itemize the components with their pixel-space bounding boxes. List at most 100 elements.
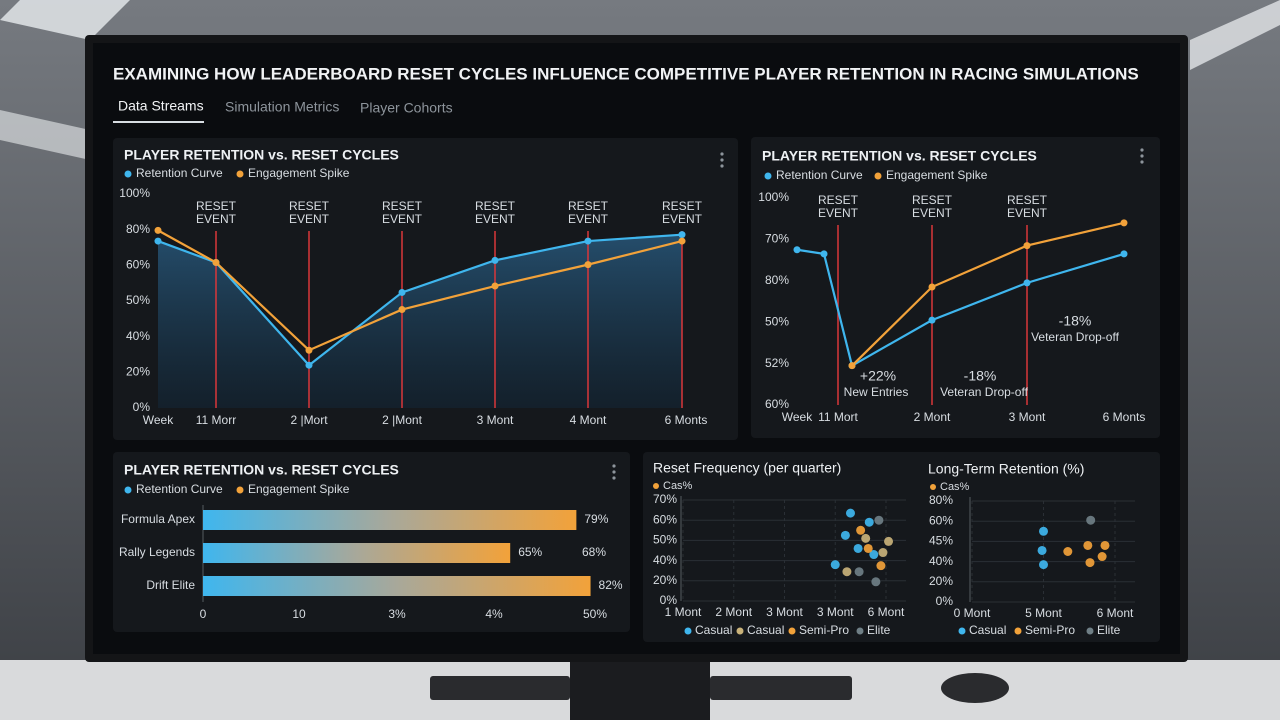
annotation: -18%: [1059, 313, 1092, 329]
chart-title: PLAYER RETENTION vs. RESET CYCLES: [124, 462, 399, 478]
legend-label: Casual: [747, 623, 784, 637]
legend-label: Retention Curve: [136, 166, 223, 180]
y-tick-label: 0%: [133, 400, 151, 414]
data-point: [1023, 242, 1031, 250]
reset-label: RESET EVENT: [912, 193, 953, 220]
y-tick-label: 40%: [929, 554, 953, 568]
x-tick-label: 0 Mont: [954, 606, 991, 620]
series-line: [851, 221, 1125, 367]
menu-dots[interactable]: [720, 152, 724, 168]
category-label: Drift Elite: [146, 578, 195, 592]
y-tick-label: 60%: [929, 513, 953, 527]
ceiling-light: [0, 110, 90, 160]
menu-dots[interactable]: [1140, 148, 1144, 164]
data-point: [884, 536, 894, 546]
x-tick-label: 3%: [388, 607, 406, 621]
annotation: New Entries: [844, 385, 909, 399]
legend-label: Cas%: [663, 480, 693, 492]
x-tick-label: 1 Mont: [665, 605, 702, 619]
data-point: [305, 361, 313, 369]
legend-label: Casual: [695, 623, 732, 637]
reset-label: RESET EVENT: [662, 199, 703, 226]
y-tick-label: 100%: [119, 186, 150, 200]
y-tick-label: 20%: [929, 574, 953, 588]
legend-label: Cas%: [940, 481, 970, 493]
y-tick-label: 0%: [936, 594, 954, 608]
data-point: [1023, 279, 1031, 287]
annotation: Veteran Drop-off: [940, 385, 1028, 399]
area: [158, 234, 682, 408]
ceiling-light: [0, 0, 130, 40]
data-point: [1086, 515, 1096, 525]
active-tab-underline: [113, 121, 204, 123]
legend-label: Engagement Spike: [248, 482, 350, 496]
data-point: [842, 567, 852, 577]
y-tick-label: 50%: [765, 314, 789, 328]
y-tick-label: 20%: [126, 365, 150, 379]
tab[interactable]: Simulation Metrics: [225, 99, 339, 115]
annotation: -18%: [964, 368, 997, 384]
annotation: +22%: [860, 368, 896, 384]
tab[interactable]: Player Cohorts: [360, 100, 453, 116]
x-tick-label: 11 Mort: [818, 410, 858, 424]
y-tick-label: 52%: [765, 356, 789, 370]
x-tick-label: Week: [782, 410, 813, 424]
y-tick-label: 80%: [929, 493, 953, 507]
legend-swatch: [764, 172, 772, 180]
reset-label: RESET EVENT: [382, 199, 423, 226]
x-tick-label: Week: [143, 413, 174, 427]
data-point: [584, 261, 592, 269]
series-line: [796, 248, 1125, 368]
reset-label: RESET EVENT: [1007, 193, 1048, 220]
dashboard-title: EXAMINING HOW LEADERBOARD RESET CYCLES I…: [113, 64, 1139, 83]
x-tick-label: 6 Monts: [1103, 410, 1146, 424]
data-point: [820, 250, 828, 258]
x-tick-label: 10: [292, 607, 306, 621]
x-tick-label: 2 Mont: [914, 410, 951, 424]
y-tick-label: 40%: [126, 329, 150, 343]
category-label: Rally Legends: [119, 545, 195, 559]
data-point: [398, 306, 406, 314]
x-tick-label: 6 Monts: [665, 413, 708, 427]
chart-title: PLAYER RETENTION vs. RESET CYCLES: [124, 147, 399, 163]
data-point: [1039, 526, 1048, 536]
data-point: [1085, 558, 1095, 568]
menu-dots[interactable]: [612, 464, 616, 480]
reset-label: RESET EVENT: [289, 199, 330, 226]
data-point: [491, 282, 499, 290]
bar: [203, 510, 577, 530]
x-tick-label: 50%: [583, 607, 607, 621]
legend-swatch: [736, 627, 744, 635]
x-tick-label: 2 |Mort: [290, 413, 328, 427]
y-tick-label: 40%: [653, 553, 677, 567]
tab[interactable]: Data Streams: [118, 98, 204, 114]
data-point: [830, 560, 840, 570]
keyboard: [710, 676, 852, 700]
x-tick-label: 0: [200, 607, 207, 621]
x-tick-label: 5 Mont: [1025, 606, 1062, 620]
x-tick-label: 3 Mont: [766, 605, 803, 619]
y-tick-label: 45%: [929, 534, 953, 548]
data-point: [845, 508, 855, 518]
panel: [113, 452, 630, 632]
x-tick-label: 3 Mont: [817, 605, 854, 619]
x-tick-label: 11 Morr: [196, 413, 236, 427]
x-tick-label: 6 Mont: [1097, 606, 1134, 620]
legend-swatch: [684, 627, 692, 635]
mouse: [941, 673, 1009, 703]
legend-label: Casual: [969, 623, 1006, 637]
y-tick-label: 50%: [653, 533, 677, 547]
legend-swatch: [930, 484, 936, 490]
annotation: 68%: [582, 545, 606, 559]
data-point: [491, 256, 499, 264]
x-tick-label: 4%: [485, 607, 503, 621]
data-point: [305, 346, 313, 354]
legend-swatch: [236, 486, 244, 494]
reset-label: RESET EVENT: [475, 199, 516, 226]
data-point: [1063, 547, 1073, 556]
keyboard: [430, 676, 570, 700]
chart-title: Reset Frequency (per quarter): [653, 460, 841, 476]
x-tick-label: 6 Mont: [868, 605, 905, 619]
